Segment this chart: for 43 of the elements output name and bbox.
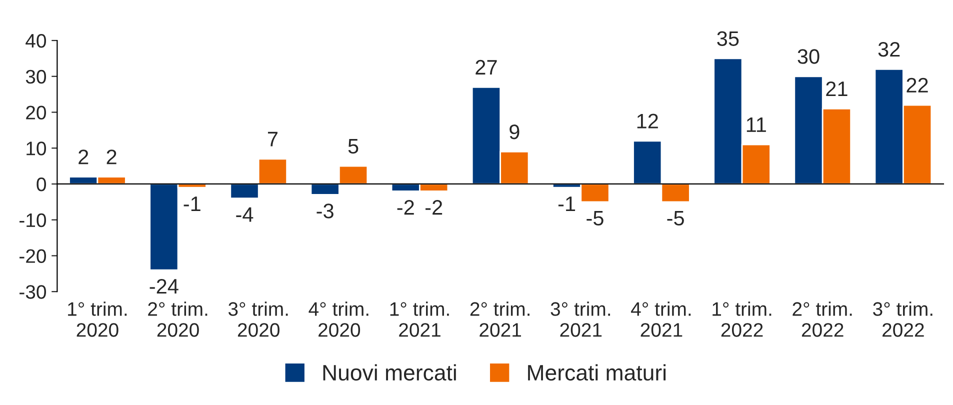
- x-tick-label: 4° trim. 2021: [631, 302, 691, 337]
- x-tick-label: 1° trim. 2021: [390, 302, 449, 337]
- x-tick-label: 2° trim. 2022: [792, 302, 852, 337]
- y-tick-label: 10: [26, 142, 46, 156]
- x-tick-label: 2° trim. 2021: [470, 302, 530, 337]
- x-tick-label: 3° trim. 2022: [873, 302, 932, 337]
- data-label: -3: [316, 204, 334, 218]
- y-tick-label: -10: [20, 213, 46, 228]
- data-label: 5: [348, 139, 358, 154]
- y-tick-label: 30: [26, 70, 46, 84]
- x-tick-label: 2° trim. 2020: [148, 302, 208, 337]
- data-label: 2: [78, 150, 88, 164]
- data-label: 12: [637, 114, 658, 128]
- data-label: -2: [426, 200, 442, 215]
- y-tick-label: -30: [20, 285, 46, 299]
- data-label: 30: [798, 49, 820, 64]
- data-label: 27: [476, 60, 497, 74]
- y-tick-label: 40: [26, 34, 46, 48]
- x-tick-label: 1° trim. 2022: [712, 302, 772, 337]
- legend-label: Mercati maturi: [528, 364, 666, 381]
- data-label: -2: [397, 200, 414, 215]
- data-label: 35: [717, 31, 739, 46]
- data-label: -24: [150, 278, 178, 294]
- data-label: 11: [746, 118, 766, 132]
- data-label: 32: [878, 42, 900, 57]
- data-label: 7: [268, 132, 278, 146]
- data-label: -5: [667, 211, 684, 226]
- data-label: -4: [236, 207, 254, 222]
- y-tick-label: 0: [36, 177, 46, 192]
- x-tick-label: 3° trim. 2020: [228, 302, 288, 337]
- data-label: 2: [106, 150, 116, 164]
- x-tick-label: 1° trim. 2020: [68, 302, 127, 337]
- y-tick-label: 20: [26, 106, 46, 120]
- data-label: 22: [906, 78, 928, 92]
- x-tick-label: 4° trim. 2020: [308, 302, 368, 337]
- data-label: -5: [586, 211, 604, 226]
- x-tick-label: 3° trim. 2021: [550, 302, 610, 337]
- data-label: -1: [558, 196, 576, 212]
- legend-label: Nuovi mercati: [323, 364, 456, 381]
- data-label: 21: [826, 81, 848, 96]
- data-label: 9: [510, 124, 520, 140]
- data-label: -1: [184, 196, 200, 212]
- y-tick-label: -20: [20, 249, 46, 263]
